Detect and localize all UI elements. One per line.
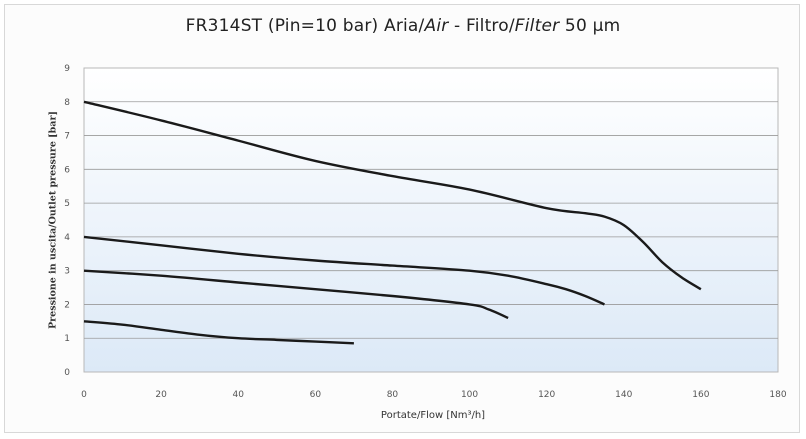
y-tick-label: 5 [64,199,70,209]
y-tick-label: 4 [64,233,70,243]
series-line-4 [83,320,354,345]
y-tick-label: 8 [64,98,70,108]
x-tick-label: 160 [692,390,709,400]
y-tick-label: 2 [64,300,70,310]
y-tick-label: 0 [64,368,70,378]
y-tick-label: 3 [64,267,70,277]
series-line-1 [83,100,702,291]
chart-title: FR314ST (Pin=10 bar) Aria/Air - Filtro/F… [185,16,621,36]
x-tick-label: 80 [387,390,399,400]
x-tick-label: 100 [461,390,478,400]
y-tick-label: 7 [64,132,70,142]
plot-area [83,67,779,373]
x-tick-labels: 0 20 40 60 80 100 120 140 160 180 [81,390,787,400]
x-tick-label: 0 [81,390,87,400]
grid-lines [84,101,778,339]
series-lines [83,100,702,345]
y-tick-labels: 0 1 2 3 4 5 6 7 8 9 [64,64,70,378]
series-line-3 [83,269,509,320]
x-tick-label: 20 [155,390,167,400]
y-tick-label: 6 [64,165,70,175]
y-tick-label: 1 [64,334,70,344]
x-axis-label: Portate/Flow [Nm³/h] [380,410,486,421]
x-tick-label: 180 [769,390,786,400]
x-tick-label: 60 [310,390,322,400]
series-line-2 [83,235,605,306]
x-tick-label: 120 [538,390,555,400]
y-tick-label: 9 [64,64,70,74]
x-tick-label: 140 [615,390,632,400]
x-tick-label: 40 [232,390,244,400]
